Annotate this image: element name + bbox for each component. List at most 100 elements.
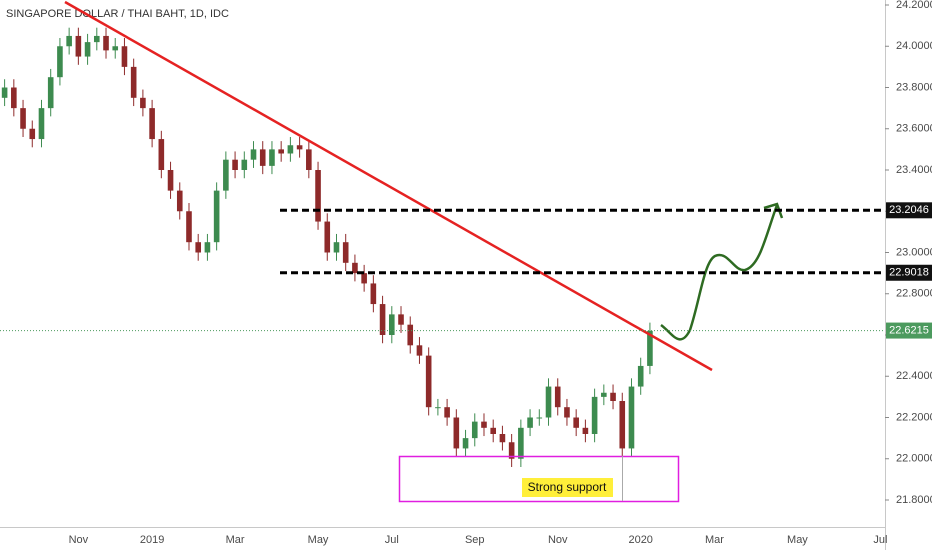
candle-body: [619, 401, 626, 449]
candles: [1, 27, 653, 467]
candle-body: [315, 170, 321, 222]
candle-body: [490, 427, 497, 434]
level-label-bg: [886, 264, 932, 281]
projection-path: [660, 204, 779, 341]
candle-body: [388, 314, 395, 335]
x-tick-label: 2019: [140, 534, 164, 546]
x-tick-label: Jul: [873, 534, 887, 546]
candle-body: [241, 159, 248, 170]
candle-body: [527, 417, 533, 428]
candle-body: [545, 386, 552, 418]
candle-body: [398, 314, 404, 325]
candle-body: [158, 139, 165, 170]
annotation: Strong support: [528, 480, 607, 494]
candle-body: [536, 417, 543, 419]
candle-body: [11, 87, 17, 109]
candle-body: [259, 149, 266, 166]
candle-body: [499, 434, 506, 443]
candle-body: [103, 35, 109, 51]
y-tick-label: 24.2000: [896, 0, 932, 11]
candle-body: [47, 77, 54, 109]
projection-arrowhead: [763, 202, 784, 219]
x-tick-label: Sep: [465, 534, 485, 546]
candle-body: [481, 421, 487, 428]
y-tick-label: 22.0000: [896, 453, 932, 465]
level-label: 23.2046: [889, 204, 929, 216]
x-tick-label: May: [308, 534, 329, 546]
candle-body: [342, 242, 349, 263]
level-label: 22.9018: [889, 267, 929, 279]
candle-body: [416, 345, 423, 356]
candle-body: [278, 149, 284, 154]
annotation-bg: [522, 478, 613, 497]
y-tick-label: 21.8000: [896, 494, 932, 506]
x-tick-label: Nov: [69, 534, 89, 546]
candle-body: [20, 108, 26, 129]
candle-body: [250, 149, 257, 160]
candle-body: [518, 427, 524, 459]
candle-body: [508, 442, 515, 459]
candle-body: [232, 159, 238, 170]
y-tick-label: 22.8000: [896, 288, 932, 300]
candle-body: [435, 407, 441, 409]
candle-body: [637, 365, 644, 387]
x-tick-label: Jul: [385, 534, 399, 546]
candle-body: [93, 35, 100, 43]
y-tick-label: 24.0000: [896, 40, 932, 52]
candle-body: [140, 97, 146, 109]
candle-body: [591, 396, 598, 434]
candle-body: [352, 262, 358, 274]
candle-body: [75, 35, 82, 57]
candle-body: [186, 211, 192, 243]
x-tick-label: Nov: [548, 534, 568, 546]
y-tick-label: 23.4000: [896, 164, 932, 176]
candle-body: [149, 108, 155, 140]
last-price-label: 22.6215: [889, 324, 929, 336]
candle-body: [444, 407, 450, 418]
candle-body: [176, 190, 183, 212]
y-tick-label: 22.2000: [896, 411, 932, 423]
candle-body: [628, 386, 635, 449]
candle-body: [610, 392, 616, 401]
candle-body: [204, 242, 211, 253]
candle-body: [407, 324, 414, 346]
candle-body: [573, 417, 579, 428]
candle-body: [167, 170, 174, 191]
level-label-bg: [886, 202, 932, 219]
candle-body: [57, 46, 63, 78]
candle-body: [601, 392, 607, 397]
candle-body: [333, 242, 340, 253]
x-tick-label: 2020: [628, 534, 652, 546]
x-tick-label: Mar: [226, 534, 245, 546]
candle-body: [361, 273, 367, 284]
candle-body: [112, 46, 119, 51]
candle-body: [66, 35, 72, 47]
candle-body: [130, 66, 137, 98]
chart-title: SINGAPORE DOLLAR / THAI BAHT, 1D, IDC: [6, 8, 229, 20]
candle-body: [370, 283, 377, 305]
candle-body: [84, 42, 91, 57]
candle-body: [1, 87, 8, 98]
candle-body: [471, 421, 478, 439]
x-tick-label: Mar: [705, 534, 724, 546]
candle-body: [453, 417, 460, 449]
candle-body: [324, 221, 331, 253]
y-tick-label: 23.8000: [896, 81, 932, 93]
candle-body: [195, 242, 202, 253]
y-tick-label: 23.6000: [896, 123, 932, 135]
y-tick-label: 23.0000: [896, 246, 932, 258]
candle-body: [296, 145, 303, 150]
candle-body: [554, 386, 561, 408]
candle-body: [379, 304, 386, 335]
support-box: [398, 455, 680, 503]
candle-body: [582, 427, 589, 434]
candle-body: [213, 190, 220, 243]
candle-body: [462, 438, 469, 449]
candle-body: [306, 149, 312, 170]
candle-body: [269, 149, 275, 166]
candle-body: [121, 46, 128, 67]
candle-body: [29, 128, 36, 140]
x-tick-label: May: [787, 534, 808, 546]
candle-body: [425, 355, 432, 408]
